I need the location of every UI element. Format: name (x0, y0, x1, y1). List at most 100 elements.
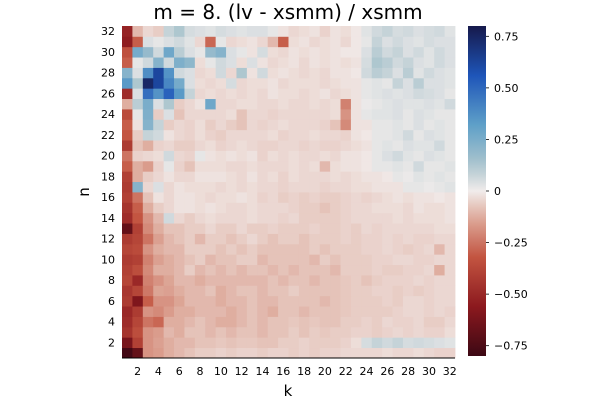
heatmap-cell (298, 316, 310, 328)
heatmap-cell (257, 326, 269, 338)
heatmap-cell (382, 223, 393, 234)
heatmap-cell (163, 337, 175, 349)
heatmap-cell (163, 254, 175, 266)
heatmap-cell (163, 192, 175, 203)
heatmap-cell (444, 306, 456, 317)
heatmap-cell (184, 233, 196, 245)
heatmap-cell (267, 285, 279, 297)
heatmap-cell (350, 306, 362, 317)
heatmap-cell (371, 212, 383, 224)
heatmap-cell (132, 275, 144, 286)
heatmap-cell (122, 347, 133, 359)
heatmap-cell (402, 36, 414, 48)
heatmap-cell (319, 88, 331, 100)
heatmap-cell (423, 264, 435, 276)
heatmap-cell (361, 223, 373, 234)
heatmap-cell (350, 337, 362, 349)
heatmap-cell (423, 98, 435, 110)
heatmap-cell (330, 337, 341, 349)
heatmap-cell (142, 285, 154, 297)
heatmap-cell (153, 98, 165, 110)
heatmap-cell (350, 171, 362, 183)
heatmap-cell (278, 285, 289, 297)
heatmap-cell (122, 264, 133, 276)
x-tick-label: 32 (443, 365, 457, 378)
heatmap-cell (174, 192, 185, 203)
heatmap-cell (309, 119, 321, 131)
heatmap-cell (163, 326, 175, 338)
heatmap-cell (371, 275, 383, 286)
heatmap-cell (226, 306, 237, 317)
heatmap-cell (174, 254, 185, 266)
heatmap-cell (423, 46, 435, 58)
heatmap-cell (444, 326, 456, 338)
heatmap-cell (215, 181, 227, 193)
heatmap-cell (350, 88, 362, 100)
heatmap-cell (340, 109, 352, 120)
heatmap-cell (361, 171, 373, 183)
heatmap-cell (423, 337, 435, 349)
heatmap-cell (382, 306, 393, 317)
heatmap-cell (122, 254, 133, 266)
heatmap-cell (236, 26, 248, 37)
heatmap-cell (226, 192, 237, 203)
heatmap-cell (257, 88, 269, 100)
heatmap-cell (226, 67, 237, 79)
heatmap-cell (423, 67, 435, 79)
heatmap-cell (413, 129, 425, 141)
heatmap-cell (174, 212, 185, 224)
heatmap-cell (350, 254, 362, 266)
heatmap-cell (163, 316, 175, 328)
heatmap-cell (413, 46, 425, 58)
heatmap-cell (132, 88, 144, 100)
heatmap-cell (413, 233, 425, 245)
heatmap-cell (340, 306, 352, 317)
heatmap-cell (257, 243, 269, 255)
heatmap-cell (392, 285, 404, 297)
heatmap-cell (246, 129, 258, 141)
heatmap-cell (205, 119, 217, 131)
heatmap-cell (215, 202, 227, 214)
heatmap-cell (267, 316, 279, 328)
heatmap-cell (122, 212, 133, 224)
heatmap-cell (423, 223, 435, 234)
heatmap-cell (330, 347, 341, 359)
heatmap-cell (153, 264, 165, 276)
heatmap-cell (402, 212, 414, 224)
heatmap-cell (340, 140, 352, 151)
heatmap-cell (423, 140, 435, 151)
heatmap-cell (236, 57, 248, 68)
colorbar: −0.75 −0.50 −0.25 0 0.25 0.50 0.75 (468, 26, 528, 356)
heatmap-cell (163, 88, 175, 100)
heatmap-cell (288, 316, 300, 328)
heatmap-cell (340, 285, 352, 297)
heatmap-cell (122, 129, 133, 141)
heatmap-cells (122, 26, 456, 359)
heatmap-cell (184, 129, 196, 141)
heatmap-cell (392, 181, 404, 193)
heatmap-cell (392, 98, 404, 110)
heatmap-cell (132, 109, 144, 120)
heatmap-cell (215, 36, 227, 48)
heatmap-cell (434, 119, 445, 131)
heatmap-cell (444, 202, 456, 214)
heatmap-cell (434, 295, 445, 307)
heatmap-cell (340, 119, 352, 131)
heatmap-cell (434, 26, 445, 37)
heatmap-cell (163, 160, 175, 172)
heatmap-cell (205, 285, 217, 297)
heatmap-cell (246, 192, 258, 203)
y-tick-label: 14 (101, 212, 115, 225)
heatmap-cell (257, 233, 269, 245)
heatmap-cell (278, 171, 289, 183)
heatmap-cell (132, 233, 144, 245)
heatmap-cell (278, 254, 289, 266)
heatmap-cell (361, 337, 373, 349)
heatmap-cell (215, 295, 227, 307)
heatmap-cell (246, 337, 258, 349)
heatmap-cell (330, 67, 341, 79)
heatmap-cell (184, 223, 196, 234)
heatmap-cell (371, 347, 383, 359)
heatmap-cell (267, 295, 279, 307)
chart-title: m = 8. (lv - xsmm) / xsmm (153, 0, 422, 24)
